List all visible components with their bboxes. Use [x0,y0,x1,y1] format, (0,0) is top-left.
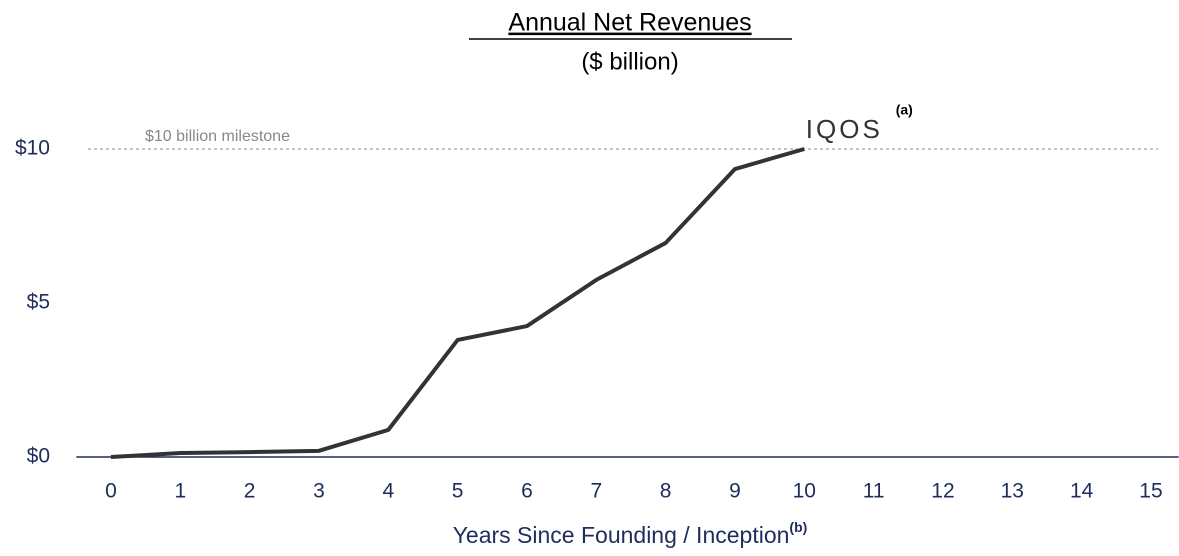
x-tick-label: 7 [590,480,602,503]
reference-label: $10 billion milestone [145,128,290,145]
x-tick-label: 5 [452,480,464,503]
x-tick-label: 13 [1001,480,1024,503]
x-tick-label: 11 [863,480,885,503]
x-axis-label-text: Years Since Founding / Inception [453,522,790,548]
x-tick-label: 8 [660,480,672,503]
x-tick-label: 3 [313,480,325,503]
x-tick-label: 12 [931,480,954,503]
chart-subtitle: ($ billion) [581,48,678,75]
y-tick-label: $10 [15,137,50,160]
x-tick-label: 1 [174,480,186,503]
x-tick-label: 15 [1139,480,1162,503]
x-tick-label: 2 [244,480,256,503]
chart-title: Annual Net Revenues [508,9,751,37]
series-label: IQOS [806,114,883,144]
y-tick-label: $5 [27,291,50,314]
series-label-note: (a) [896,102,913,118]
y-tick-label: $0 [27,445,50,468]
x-axis-label: Years Since Founding / Inception(b) [453,519,808,548]
x-axis-label-note: (b) [789,519,807,535]
x-tick-label: 14 [1070,480,1094,503]
x-tick-label: 0 [105,480,117,503]
x-tick-label: 6 [521,480,533,503]
series-line [110,147,805,459]
x-tick-label: 4 [382,480,394,503]
x-tick-label: 10 [793,480,816,503]
x-tick-label: 9 [729,480,741,503]
